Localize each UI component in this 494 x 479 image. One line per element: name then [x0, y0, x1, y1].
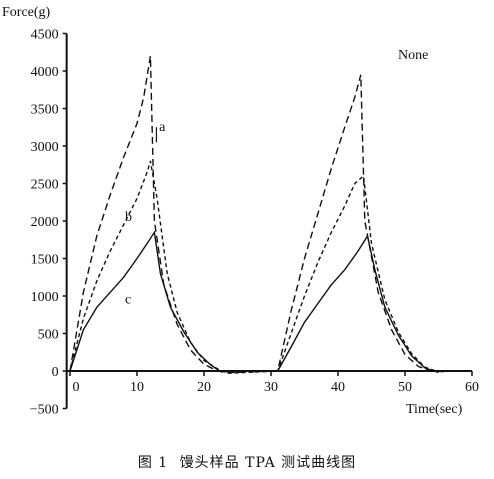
y-tick-label: 500 [38, 328, 59, 343]
figure-caption: 图 1 馒头样品 TPA 测试曲线图 [0, 452, 494, 472]
y-tick-label: 1500 [31, 253, 59, 268]
series-b-line [69, 160, 439, 375]
x-tick-label: 20 [197, 380, 211, 395]
tick-labels: −500050010001500200025003000350040004500… [30, 28, 479, 418]
legend-annotation: None [398, 48, 428, 63]
figure-label: 图 1 [137, 455, 169, 471]
y-tick-label: 2500 [31, 178, 59, 193]
x-axis-title: Time(sec) [406, 402, 463, 417]
y-tick-label: 3000 [31, 140, 59, 155]
series-c-line [69, 230, 439, 374]
x-tick-label: 50 [398, 380, 412, 395]
x-tick-label: 40 [331, 380, 345, 395]
x-tick-label: 30 [264, 380, 278, 395]
tpa-chart: −500050010001500200025003000350040004500… [2, 5, 479, 418]
x-tick-label: 10 [130, 380, 144, 395]
y-tick-label: 4500 [31, 28, 59, 43]
y-tick-label: −500 [30, 403, 59, 418]
figure-title: 馒头样品 TPA 测试曲线图 [179, 455, 357, 471]
y-tick-label: 1000 [31, 290, 59, 305]
y-tick-label: 4000 [31, 65, 59, 80]
curve-label-a: a [159, 120, 166, 135]
y-axis-title: Force(g) [2, 5, 51, 20]
curve-label-c: c [125, 293, 131, 308]
y-tick-label: 2000 [31, 215, 59, 230]
x-tick-label: 0 [73, 380, 80, 395]
curve-label-b: b [125, 210, 132, 225]
series-lines [69, 55, 446, 375]
chart-axes [62, 32, 473, 410]
y-tick-label: 0 [52, 365, 59, 380]
curve-labels: a b c [125, 120, 166, 308]
x-tick-label: 60 [465, 380, 479, 395]
y-tick-label: 3500 [31, 103, 59, 118]
